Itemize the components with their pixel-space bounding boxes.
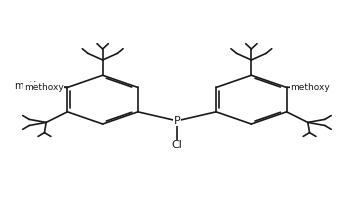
Text: O: O [47,82,55,92]
Text: Cl: Cl [172,140,182,150]
Text: methoxy: methoxy [290,83,330,92]
Text: methoxy: methoxy [14,81,57,91]
Text: methoxy: methoxy [24,83,64,92]
Text: P: P [173,116,181,126]
Text: O: O [50,81,57,91]
Text: O: O [299,82,307,92]
